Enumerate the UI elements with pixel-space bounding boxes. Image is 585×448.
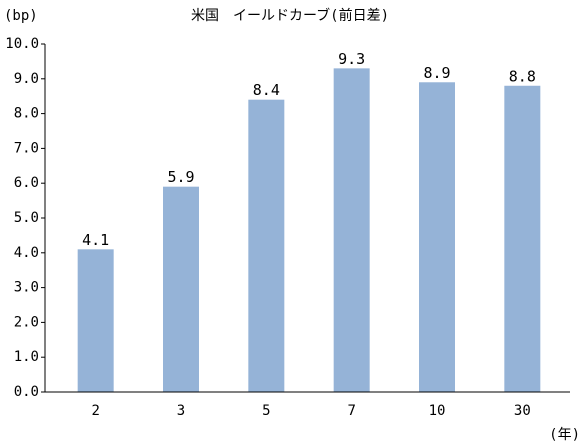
- y-axis-label: (bp): [4, 8, 38, 24]
- x-tick-label: 7: [347, 403, 355, 419]
- bar: [419, 82, 455, 392]
- value-label: 8.4: [253, 81, 280, 99]
- x-tick-label: 3: [177, 403, 185, 419]
- x-tick-label: 2: [91, 403, 99, 419]
- y-tick-label: 7.0: [14, 140, 39, 156]
- value-label: 9.3: [338, 50, 365, 68]
- value-label: 8.8: [509, 67, 536, 85]
- x-tick-label: 30: [514, 403, 531, 419]
- x-tick-label: 5: [262, 403, 270, 419]
- y-tick-label: 5.0: [14, 210, 39, 226]
- value-label: 8.9: [423, 64, 450, 82]
- y-tick-label: 9.0: [14, 71, 39, 87]
- y-tick-label: 6.0: [14, 175, 39, 191]
- y-tick-label: 2.0: [14, 314, 39, 330]
- y-tick-label: 10.0: [5, 36, 39, 52]
- x-axis-label: (年): [549, 427, 580, 443]
- bar: [333, 68, 370, 393]
- y-tick-label: 3.0: [14, 280, 39, 296]
- value-label: 5.9: [167, 168, 194, 186]
- chart-title: 米国 イールドカーブ(前日差): [191, 7, 389, 24]
- bar: [163, 186, 199, 392]
- bar: [504, 85, 541, 392]
- value-label: 4.1: [82, 231, 109, 249]
- bar: [248, 99, 285, 393]
- x-tick-label: 10: [429, 403, 446, 419]
- y-tick-label: 0.0: [14, 384, 39, 400]
- y-tick-label: 1.0: [14, 349, 39, 365]
- bar: [77, 249, 114, 392]
- y-tick-label: 8.0: [14, 106, 39, 122]
- y-tick-label: 4.0: [14, 245, 39, 261]
